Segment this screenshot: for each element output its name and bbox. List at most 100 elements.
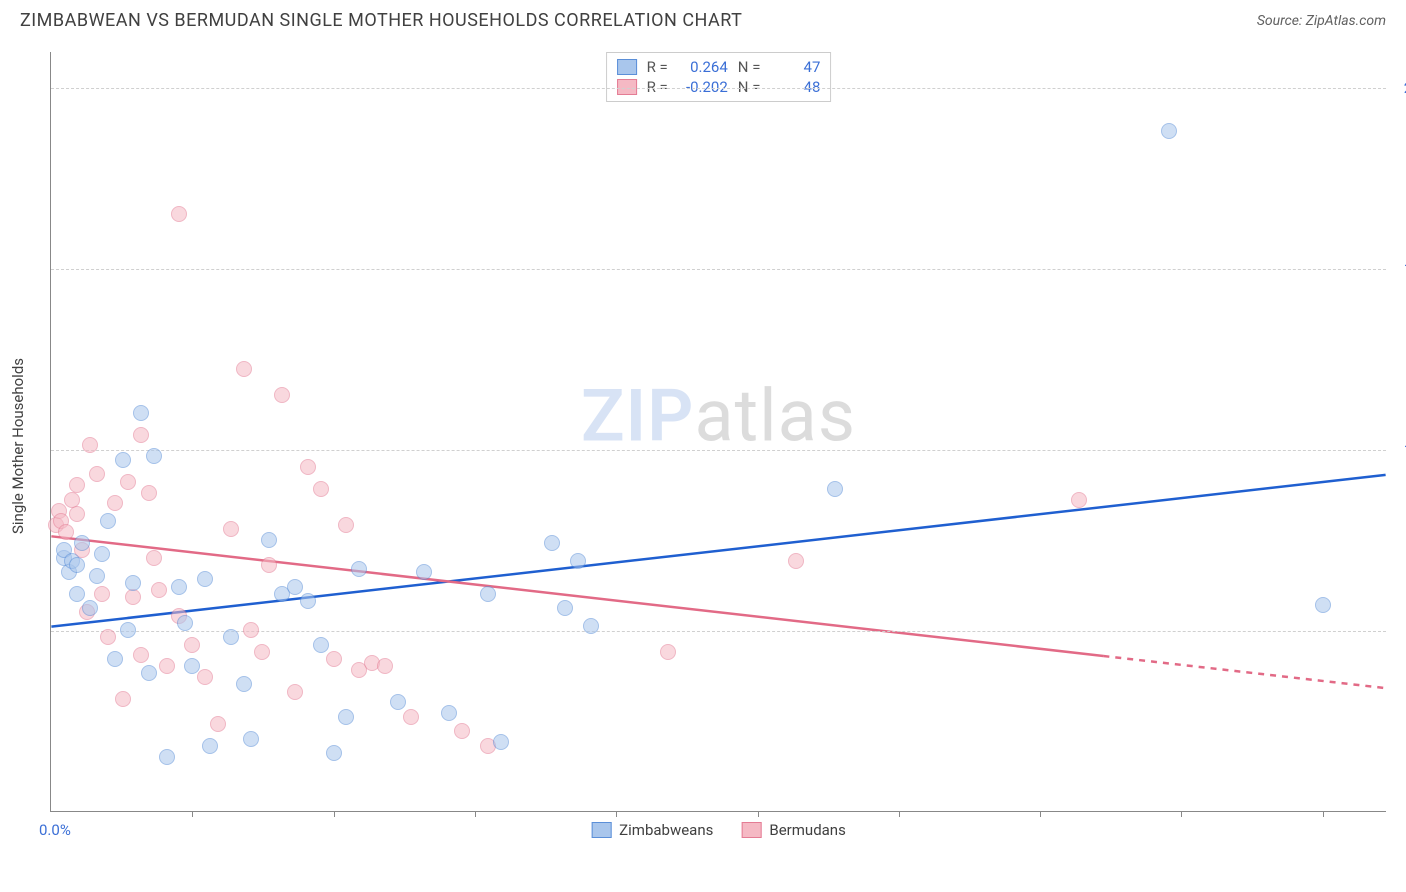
data-point-bermudans [100, 629, 116, 645]
data-point-zimbabweans [390, 694, 406, 710]
data-point-bermudans [454, 723, 470, 739]
data-point-zimbabweans [223, 629, 239, 645]
data-point-bermudans [377, 658, 393, 674]
data-point-bermudans [82, 437, 98, 453]
data-point-zimbabweans [557, 600, 573, 616]
plot-area: ZIPatlas R = 0.264 N = 47 R = -0.202 N =… [50, 52, 1386, 812]
data-point-bermudans [151, 582, 167, 598]
data-point-bermudans [236, 361, 252, 377]
x-tick [192, 811, 193, 817]
data-point-zimbabweans [82, 600, 98, 616]
data-point-zimbabweans [146, 448, 162, 464]
data-point-bermudans [69, 477, 85, 493]
data-point-zimbabweans [120, 622, 136, 638]
data-point-zimbabweans [583, 618, 599, 634]
data-point-zimbabweans [125, 575, 141, 591]
data-point-bermudans [210, 716, 226, 732]
data-point-zimbabweans [243, 731, 259, 747]
data-point-bermudans [133, 647, 149, 663]
data-point-zimbabweans [441, 705, 457, 721]
data-point-zimbabweans [416, 564, 432, 580]
x-tick [475, 811, 476, 817]
data-point-bermudans [223, 521, 239, 537]
chart-title: ZIMBABWEAN VS BERMUDAN SINGLE MOTHER HOU… [20, 10, 742, 31]
data-point-zimbabweans [69, 557, 85, 573]
data-point-zimbabweans [313, 637, 329, 653]
data-point-bermudans [141, 485, 157, 501]
data-point-zimbabweans [89, 568, 105, 584]
data-point-bermudans [261, 557, 277, 573]
data-point-bermudans [133, 427, 149, 443]
data-point-bermudans [184, 637, 200, 653]
data-point-zimbabweans [197, 571, 213, 587]
data-point-zimbabweans [493, 734, 509, 750]
x-tick [1181, 811, 1182, 817]
data-point-bermudans [159, 658, 175, 674]
data-point-zimbabweans [827, 481, 843, 497]
n-label: N = [738, 58, 761, 76]
data-point-bermudans [403, 709, 419, 725]
data-point-bermudans [58, 524, 74, 540]
swatch-bermudans [617, 79, 637, 95]
data-point-bermudans [89, 466, 105, 482]
swatch-zimbabweans [617, 59, 637, 75]
legend-row-zimbabweans: R = 0.264 N = 47 [617, 57, 821, 77]
data-point-bermudans [313, 481, 329, 497]
data-point-bermudans [660, 644, 676, 660]
n-label: N = [738, 78, 761, 96]
data-point-zimbabweans [1161, 123, 1177, 139]
x-tick [899, 811, 900, 817]
data-point-zimbabweans [74, 535, 90, 551]
data-point-bermudans [115, 691, 131, 707]
data-point-bermudans [338, 517, 354, 533]
data-point-zimbabweans [177, 615, 193, 631]
x-tick [1323, 811, 1324, 817]
legend-item-zimbabweans: Zimbabweans [591, 821, 713, 839]
data-point-zimbabweans [480, 586, 496, 602]
data-point-bermudans [120, 474, 136, 490]
data-point-bermudans [287, 684, 303, 700]
data-point-zimbabweans [141, 665, 157, 681]
correlation-legend: R = 0.264 N = 47 R = -0.202 N = 48 [606, 52, 832, 102]
r-value-zimbabweans: 0.264 [678, 58, 728, 76]
data-point-zimbabweans [100, 513, 116, 529]
x-tick [616, 811, 617, 817]
data-point-bermudans [94, 586, 110, 602]
data-point-zimbabweans [300, 593, 316, 609]
x-tick-first: 0.0% [39, 821, 71, 839]
trend-line [1103, 656, 1385, 688]
data-point-zimbabweans [544, 535, 560, 551]
y-axis-label: Single Mother Households [9, 358, 27, 534]
data-point-zimbabweans [351, 561, 367, 577]
data-point-bermudans [1071, 492, 1087, 508]
data-point-bermudans [243, 622, 259, 638]
data-point-bermudans [125, 589, 141, 605]
data-point-zimbabweans [159, 749, 175, 765]
r-label: R = [647, 58, 668, 76]
x-tick [758, 811, 759, 817]
data-point-zimbabweans [1315, 597, 1331, 613]
data-point-zimbabweans [570, 553, 586, 569]
data-point-bermudans [107, 495, 123, 511]
data-point-zimbabweans [133, 405, 149, 421]
series-legend: Zimbabweans Bermudans [591, 821, 846, 839]
data-point-zimbabweans [261, 532, 277, 548]
gridline [51, 450, 1386, 451]
data-point-bermudans [274, 387, 290, 403]
legend-label-bermudans: Bermudans [769, 821, 845, 839]
legend-row-bermudans: R = -0.202 N = 48 [617, 77, 821, 97]
trend-lines [51, 52, 1386, 811]
data-point-zimbabweans [338, 709, 354, 725]
legend-item-bermudans: Bermudans [741, 821, 845, 839]
data-point-zimbabweans [107, 651, 123, 667]
data-point-zimbabweans [94, 546, 110, 562]
x-tick [1040, 811, 1041, 817]
data-point-zimbabweans [171, 579, 187, 595]
trend-line [51, 475, 1385, 627]
n-value-zimbabweans: 47 [770, 58, 820, 76]
source-label: Source: ZipAtlas.com [1257, 13, 1386, 29]
data-point-zimbabweans [287, 579, 303, 595]
data-point-bermudans [69, 506, 85, 522]
n-value-bermudans: 48 [770, 78, 820, 96]
data-point-zimbabweans [184, 658, 200, 674]
